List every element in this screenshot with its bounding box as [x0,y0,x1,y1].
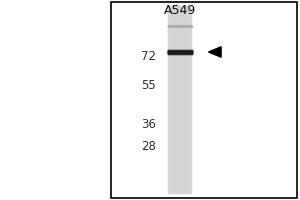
Text: 55: 55 [141,79,156,92]
Bar [168,6,192,194]
Text: A549: A549 [164,3,196,17]
Text: 28: 28 [141,140,156,152]
Text: 72: 72 [141,49,156,62]
Text: 36: 36 [141,117,156,130]
Polygon shape [208,47,221,57]
Bar [111,2,297,198]
